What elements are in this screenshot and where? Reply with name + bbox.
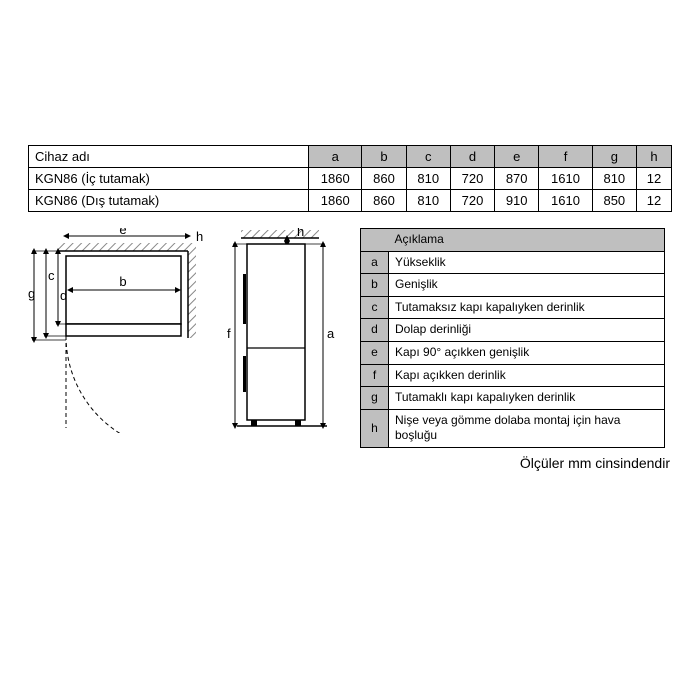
- dim-header-f: f: [539, 146, 592, 168]
- legend-key: f: [361, 364, 389, 387]
- table-row: KGN86 (Dış tutamak) 1860 860 810 720 910…: [29, 190, 672, 212]
- dim-header-name: Cihaz adı: [29, 146, 309, 168]
- dim-header-e: e: [495, 146, 539, 168]
- top-view-diagram: e b h g c d: [28, 228, 203, 433]
- row-name: KGN86 (İç tutamak): [29, 168, 309, 190]
- dim-header-g: g: [592, 146, 636, 168]
- legend-desc: Yükseklik: [389, 251, 665, 274]
- legend-key: c: [361, 296, 389, 319]
- legend-key: a: [361, 251, 389, 274]
- cell: 850: [592, 190, 636, 212]
- legend-key: d: [361, 319, 389, 342]
- legend-desc: Tutamaksız kapı kapalıyken derinlik: [389, 296, 665, 319]
- cell: 810: [592, 168, 636, 190]
- legend-table: Açıklama aYükseklik bGenişlik cTutamaksı…: [360, 228, 665, 448]
- dim-label-h-front: h: [297, 228, 304, 239]
- front-view-diagram: h f a: [227, 228, 342, 433]
- cell: 860: [362, 168, 406, 190]
- cell: 870: [495, 168, 539, 190]
- legend-desc: Nişe veya gömme dolaba montaj için hava …: [389, 409, 665, 447]
- cell: 12: [636, 168, 671, 190]
- legend-key: e: [361, 341, 389, 364]
- row-name: KGN86 (Dış tutamak): [29, 190, 309, 212]
- cell: 720: [450, 190, 494, 212]
- cell: 12: [636, 190, 671, 212]
- cell: 810: [406, 168, 450, 190]
- legend-desc: Kapı açıkken derinlik: [389, 364, 665, 387]
- cell: 810: [406, 190, 450, 212]
- dim-label-c: c: [48, 268, 55, 283]
- cell: 1610: [539, 168, 592, 190]
- dim-header-h: h: [636, 146, 671, 168]
- dim-header-a: a: [309, 146, 362, 168]
- legend-key: b: [361, 274, 389, 297]
- dim-label-g: g: [28, 286, 35, 301]
- table-row: KGN86 (İç tutamak) 1860 860 810 720 870 …: [29, 168, 672, 190]
- legend-desc: Genişlik: [389, 274, 665, 297]
- dim-label-d: d: [60, 288, 67, 303]
- dim-header-d: d: [450, 146, 494, 168]
- dim-label-f: f: [227, 326, 231, 341]
- cell: 720: [450, 168, 494, 190]
- cell: 1860: [309, 168, 362, 190]
- dim-header-b: b: [362, 146, 406, 168]
- legend-header: Açıklama: [389, 229, 665, 252]
- dim-header-c: c: [406, 146, 450, 168]
- dim-label-b: b: [119, 274, 126, 289]
- cell: 910: [495, 190, 539, 212]
- dim-label-a: a: [327, 326, 335, 341]
- legend-header-blank: [361, 229, 389, 252]
- cell: 1860: [309, 190, 362, 212]
- cell: 1610: [539, 190, 592, 212]
- cell: 860: [362, 190, 406, 212]
- legend-key: h: [361, 409, 389, 447]
- dimension-table: Cihaz adı a b c d e f g h KGN86 (İç tuta…: [28, 145, 672, 212]
- footnote: Ölçüler mm cinsindendir: [520, 455, 670, 471]
- legend-desc: Dolap derinliği: [389, 319, 665, 342]
- legend-desc: Tutamaklı kapı kapalıyken derinlik: [389, 387, 665, 410]
- legend-desc: Kapı 90° açıkken genişlik: [389, 341, 665, 364]
- legend-key: g: [361, 387, 389, 410]
- dim-label-h: h: [196, 229, 203, 244]
- dim-label-e: e: [119, 228, 126, 237]
